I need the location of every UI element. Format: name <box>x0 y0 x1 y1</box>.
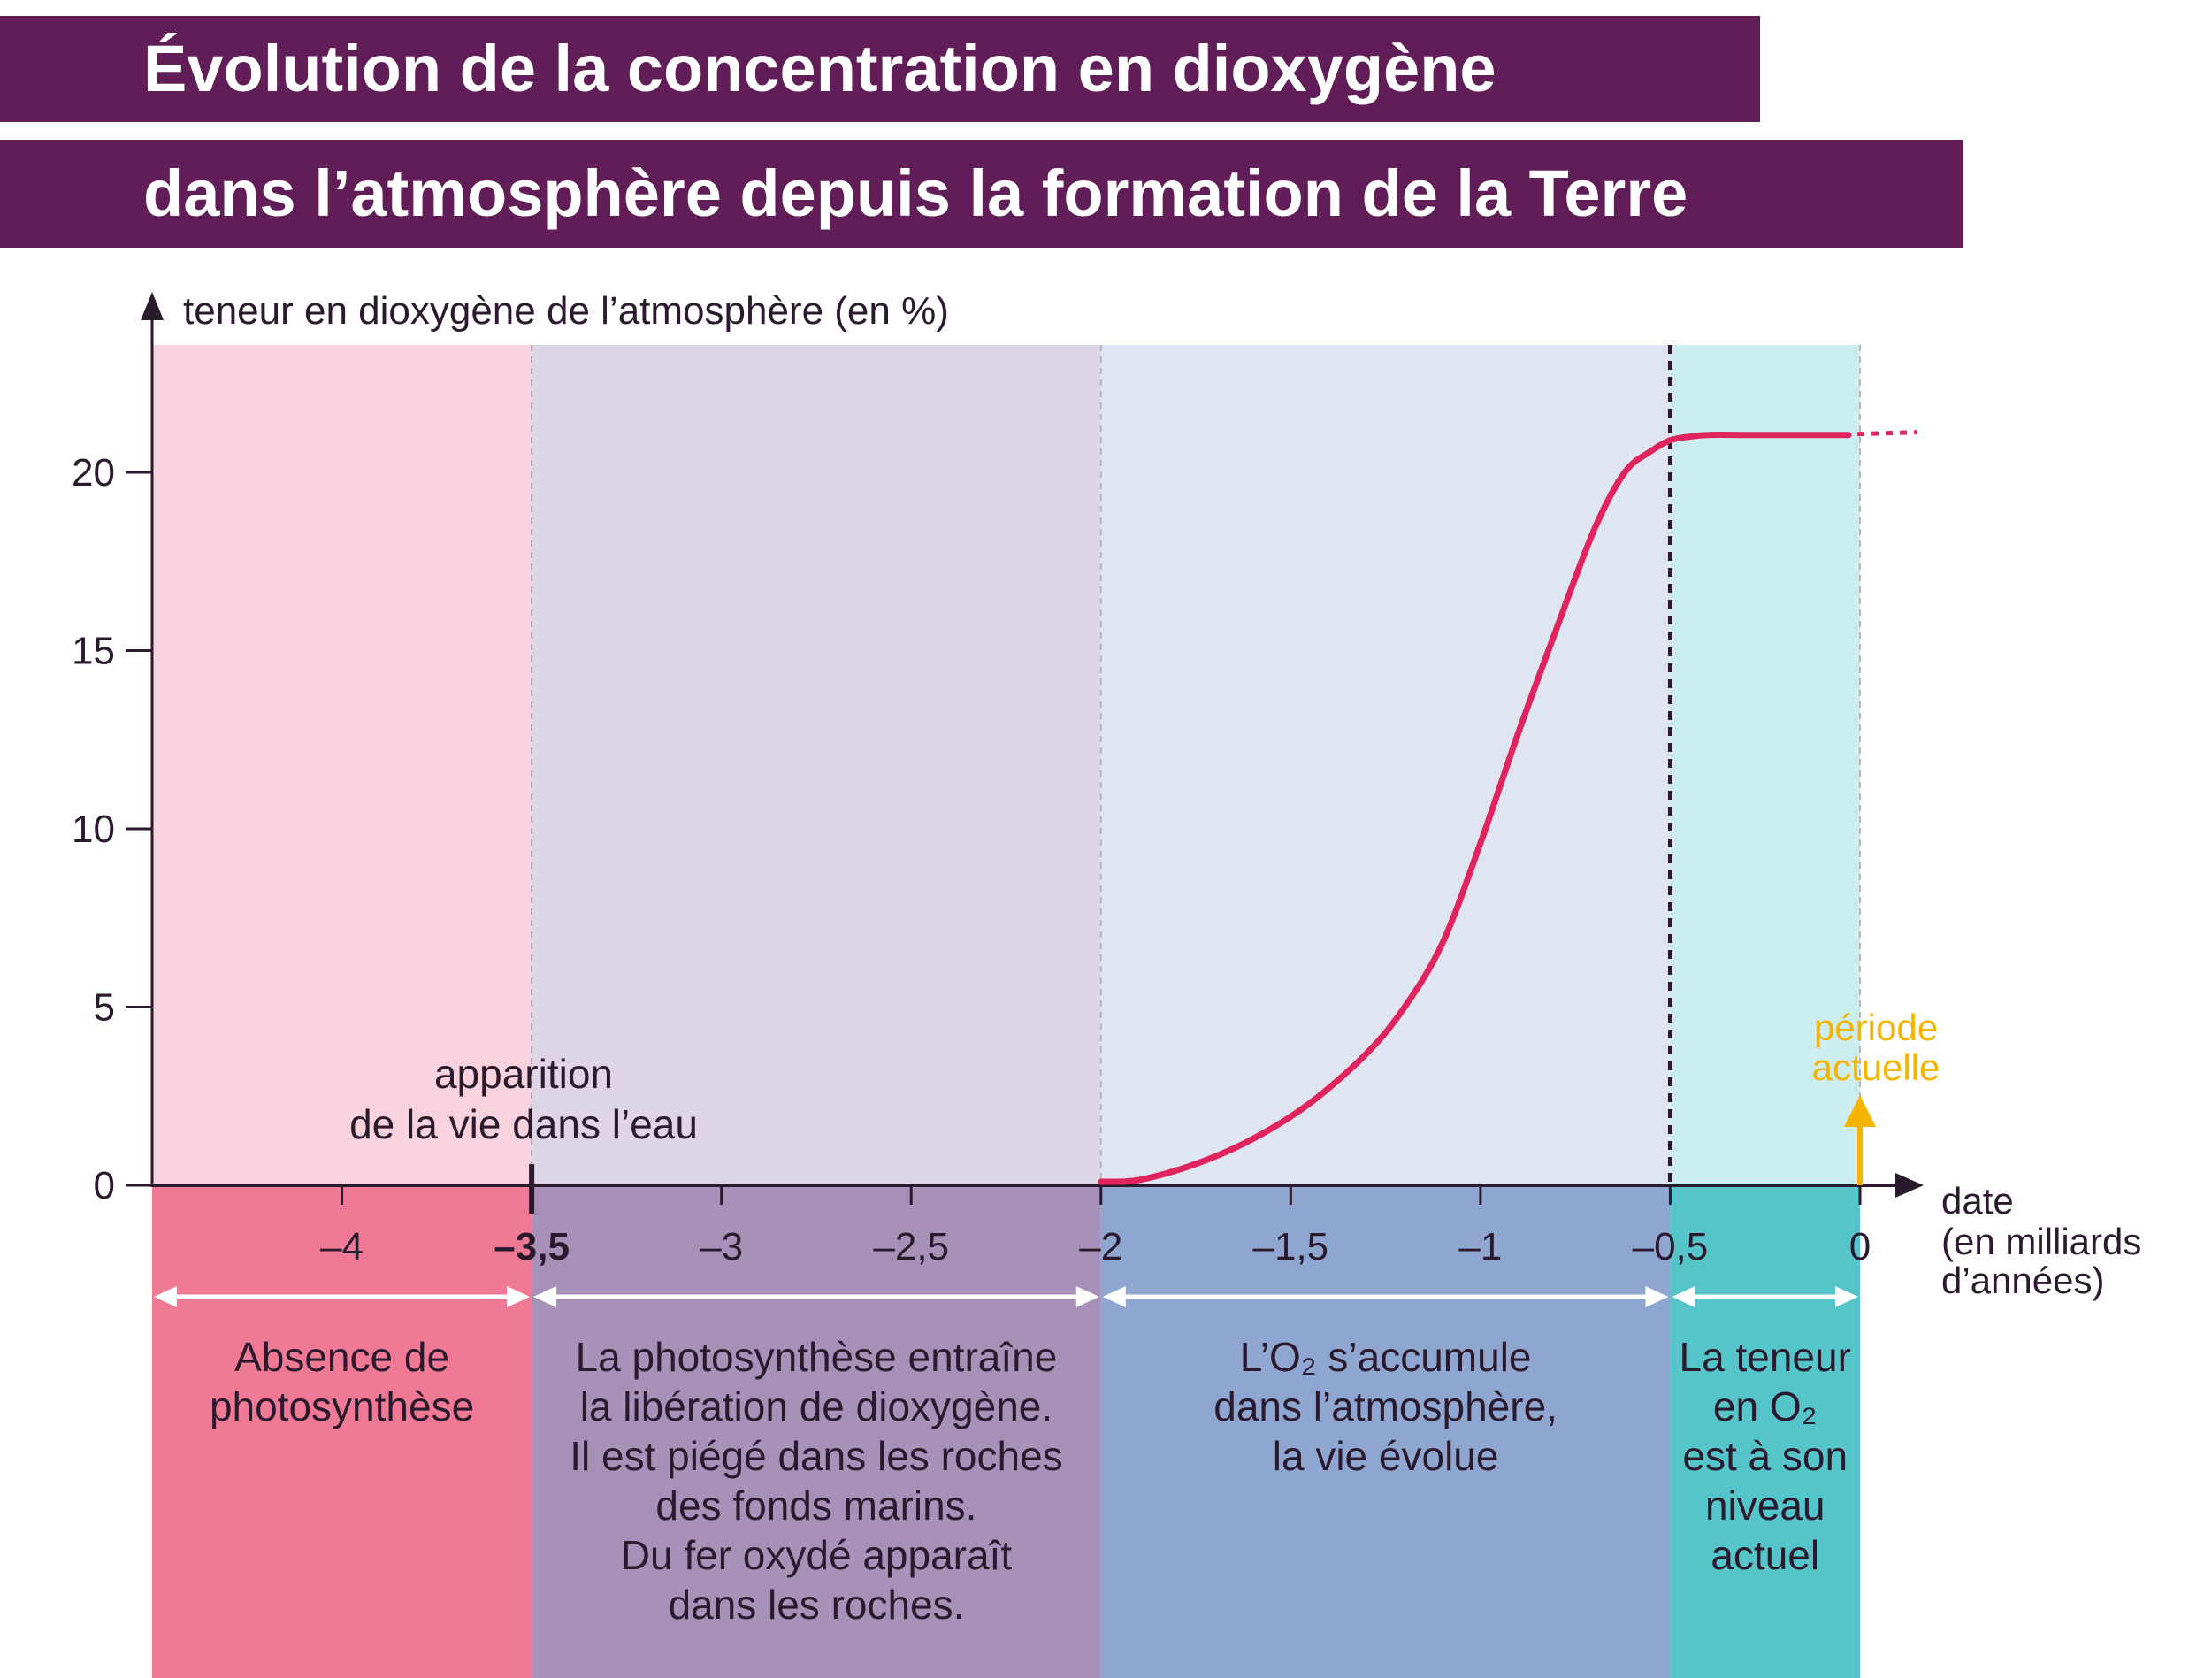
present-arrow-head-icon <box>1844 1095 1876 1127</box>
x-tick-label: –3,5 <box>494 1225 570 1268</box>
x-tick-label: –1 <box>1458 1225 1502 1268</box>
period-background-3 <box>1100 345 1671 1185</box>
x-axis-label-sub: (en milliards <box>1941 1221 2141 1262</box>
annotation-life-appearance: apparition <box>434 1051 613 1097</box>
period-2-text-line: dans les roches. <box>668 1582 964 1628</box>
x-tick-label: –3 <box>700 1225 743 1268</box>
title-line-2-text: dans l’atmosphère depuis la formation de… <box>143 157 1688 230</box>
annotation-life-appearance: de la vie dans l’eau <box>349 1101 698 1147</box>
period-1-text-line: photosynthèse <box>210 1383 474 1429</box>
title-line-2: dans l’atmosphère depuis la formation de… <box>0 140 1963 248</box>
y-tick-label: 15 <box>72 630 115 673</box>
y-axis-arrow-icon <box>141 292 164 320</box>
period-span-arrow-left-icon <box>154 1286 177 1307</box>
y-tick-label: 10 <box>72 808 115 851</box>
period-span-arrow-right-icon <box>1835 1286 1858 1307</box>
title-line-1: Évolution de la concentration en dioxygè… <box>0 16 1760 122</box>
period-4-text-line: est à son <box>1682 1433 1848 1479</box>
period-span-arrow-left-icon <box>1102 1286 1126 1307</box>
period-3-text-line: la vie évolue <box>1273 1433 1499 1479</box>
title-line-1-text: Évolution de la concentration en dioxygè… <box>143 32 1496 105</box>
period-2-text-line: Il est piégé dans les roches <box>570 1433 1062 1479</box>
x-tick-label: –0,5 <box>1633 1225 1709 1268</box>
period-2-text-line: La photosynthèse entraîne <box>576 1334 1058 1380</box>
period-band-3 <box>1100 1186 1671 1678</box>
period-background-4 <box>1670 345 1860 1185</box>
period-2-text-line: des fonds marins. <box>655 1483 976 1529</box>
x-tick-label: –4 <box>320 1225 364 1268</box>
period-span-arrow-left-icon <box>1672 1286 1695 1307</box>
period-4-text-line: en O₂ <box>1713 1383 1818 1429</box>
period-4-text-line: actuel <box>1711 1532 1819 1578</box>
annotation-present-period: actuelle <box>1812 1046 1940 1088</box>
y-tick-label: 20 <box>72 451 115 494</box>
period-span-arrow-right-icon <box>1075 1286 1099 1307</box>
period-band-1 <box>152 1186 532 1678</box>
period-1-text-line: Absence de <box>234 1334 449 1380</box>
x-axis-label: date <box>1941 1180 2014 1222</box>
oxygen-curve-extension <box>1857 430 1917 437</box>
period-span-arrow-left-icon <box>533 1286 557 1307</box>
y-tick-label: 0 <box>94 1164 115 1207</box>
x-tick-label: 0 <box>1849 1225 1871 1268</box>
period-span-arrow-right-icon <box>1645 1286 1669 1307</box>
period-span-arrow-right-icon <box>507 1286 531 1307</box>
period-band-4 <box>1670 1186 1860 1678</box>
period-2-text-line: Du fer oxydé apparaît <box>621 1532 1013 1578</box>
period-2-text-line: la libération de dioxygène. <box>580 1383 1052 1429</box>
oxygen-curve <box>1098 432 1852 1185</box>
x-tick-label: –2,5 <box>873 1225 949 1268</box>
y-tick-label: 5 <box>94 986 115 1030</box>
x-axis-label-sub: d’années) <box>1941 1260 2104 1301</box>
period-3-text-line: L’O₂ s’accumule <box>1240 1334 1532 1380</box>
period-4-text-line: niveau <box>1705 1483 1825 1529</box>
x-tick-label: –1,5 <box>1253 1225 1329 1268</box>
period-4-text-line: La teneur <box>1680 1334 1851 1380</box>
annotation-present-period: période <box>1814 1007 1938 1048</box>
period-background-1 <box>152 345 532 1185</box>
x-tick-label: –2 <box>1079 1225 1122 1268</box>
period-3-text-line: dans l’atmosphère, <box>1213 1383 1558 1429</box>
y-axis-label: teneur en dioxygène de l’atmosphère (en … <box>183 289 949 333</box>
x-axis-arrow-icon <box>1895 1173 1924 1198</box>
period-band-2 <box>532 1186 1101 1678</box>
period-background-2 <box>532 345 1101 1185</box>
